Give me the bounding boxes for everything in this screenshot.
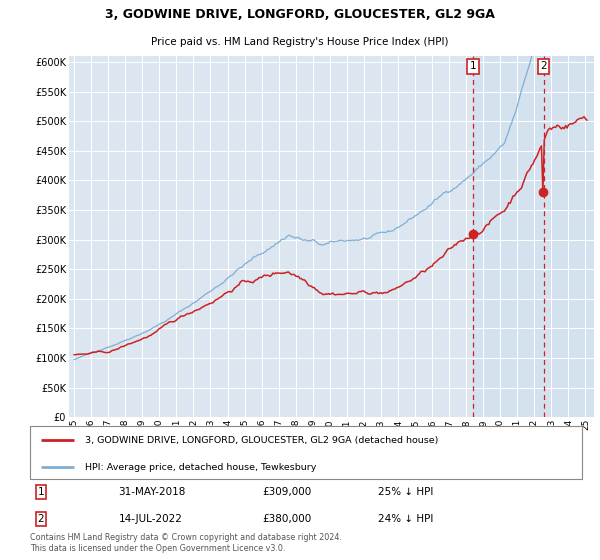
Text: 2: 2 bbox=[38, 515, 44, 524]
Text: Contains HM Land Registry data © Crown copyright and database right 2024.
This d: Contains HM Land Registry data © Crown c… bbox=[30, 533, 342, 553]
Text: 25% ↓ HPI: 25% ↓ HPI bbox=[378, 487, 433, 497]
Text: 3, GODWINE DRIVE, LONGFORD, GLOUCESTER, GL2 9GA (detached house): 3, GODWINE DRIVE, LONGFORD, GLOUCESTER, … bbox=[85, 436, 439, 445]
Text: 24% ↓ HPI: 24% ↓ HPI bbox=[378, 515, 433, 524]
Text: 3, GODWINE DRIVE, LONGFORD, GLOUCESTER, GL2 9GA: 3, GODWINE DRIVE, LONGFORD, GLOUCESTER, … bbox=[105, 8, 495, 21]
Text: 1: 1 bbox=[38, 487, 44, 497]
Text: 2: 2 bbox=[540, 62, 547, 72]
Text: £309,000: £309,000 bbox=[262, 487, 311, 497]
Text: £380,000: £380,000 bbox=[262, 515, 311, 524]
Bar bbox=[473, 56, 594, 417]
Text: Price paid vs. HM Land Registry's House Price Index (HPI): Price paid vs. HM Land Registry's House … bbox=[151, 37, 449, 47]
Text: HPI: Average price, detached house, Tewkesbury: HPI: Average price, detached house, Tewk… bbox=[85, 463, 317, 472]
Text: 1: 1 bbox=[470, 62, 476, 72]
Text: 14-JUL-2022: 14-JUL-2022 bbox=[118, 515, 182, 524]
Text: 31-MAY-2018: 31-MAY-2018 bbox=[118, 487, 185, 497]
FancyBboxPatch shape bbox=[30, 426, 582, 479]
